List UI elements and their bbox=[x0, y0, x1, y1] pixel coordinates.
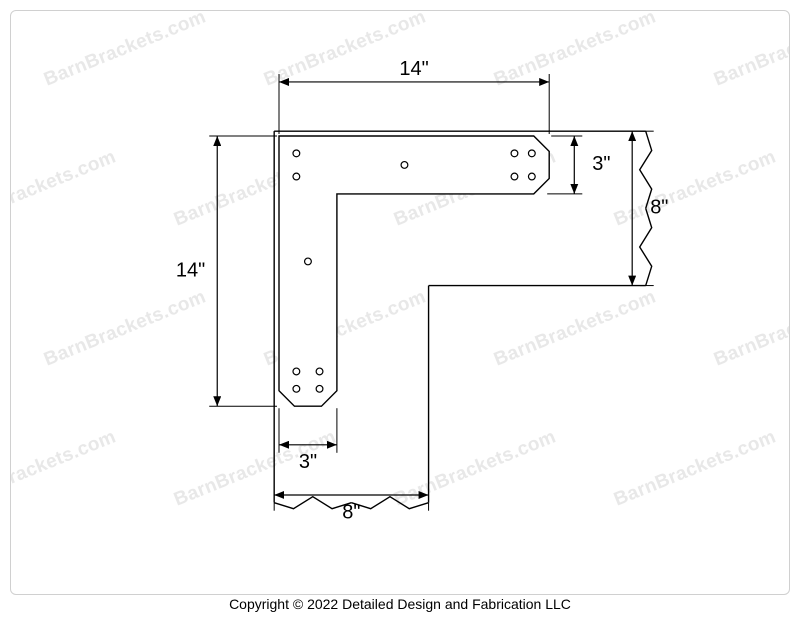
bracket-hole bbox=[528, 173, 535, 180]
dimension-label: 8" bbox=[342, 501, 360, 523]
bracket-hole bbox=[316, 385, 323, 392]
dimension-label: 14" bbox=[399, 58, 428, 80]
dimension-label: 3" bbox=[592, 153, 610, 175]
bracket-outline bbox=[279, 136, 549, 406]
bracket-hole bbox=[293, 385, 300, 392]
bracket-hole bbox=[293, 150, 300, 157]
dimension-label: 8" bbox=[650, 197, 668, 219]
bracket-hole bbox=[511, 150, 518, 157]
technical-drawing: 14" 3" 8" 14" 3" 8" bbox=[11, 11, 790, 595]
bracket-hole bbox=[528, 150, 535, 157]
bracket-hole bbox=[511, 173, 518, 180]
bracket-hole bbox=[401, 162, 408, 169]
dimension-label: 14" bbox=[176, 259, 205, 281]
dimension-label: 3" bbox=[299, 451, 317, 473]
drawing-frame: BarnBrackets.comBarnBrackets.comBarnBrac… bbox=[10, 10, 790, 595]
bracket-hole bbox=[305, 258, 312, 265]
copyright-notice: Copyright © 2022 Detailed Design and Fab… bbox=[0, 596, 800, 612]
bracket-hole bbox=[316, 368, 323, 375]
bracket-hole bbox=[293, 368, 300, 375]
bracket-hole bbox=[293, 173, 300, 180]
